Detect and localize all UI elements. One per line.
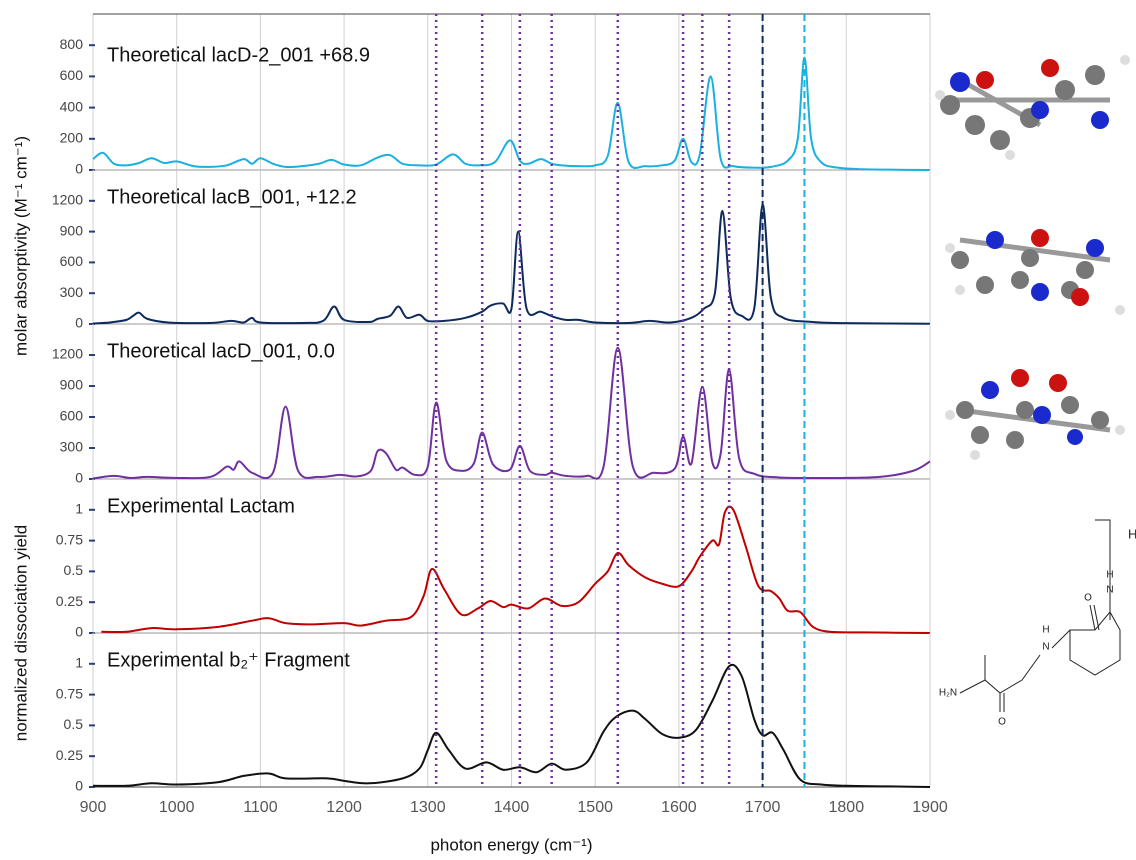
y-axis-title: molar absorptivity (M⁻¹ cm⁻¹) — [11, 136, 30, 356]
y-tick-label: 600 — [60, 253, 84, 269]
chem-label: N — [1106, 585, 1113, 596]
y-tick-label: 0.5 — [64, 562, 84, 578]
panel-title: Theoretical lacD-2_001 +68.9 — [107, 44, 370, 66]
chem-label: H₂N — [939, 688, 957, 699]
y-tick-label: 200 — [60, 130, 84, 146]
x-tick-label: 1300 — [410, 799, 446, 816]
panel-title: Theoretical lacB_001, +12.2 — [107, 186, 357, 208]
y-tick-label: 900 — [60, 222, 84, 238]
chem-label: N — [1042, 642, 1049, 653]
y-tick-label: 0 — [75, 624, 83, 640]
x-tick-label: 1400 — [494, 799, 530, 816]
y-tick-label: 300 — [60, 439, 84, 455]
y-tick-label: 600 — [60, 67, 84, 83]
y-tick-label: 0.75 — [56, 531, 83, 547]
chem-label: H⁺ — [1128, 526, 1136, 541]
y-tick-label: 1 — [75, 655, 83, 671]
chemical-structure — [960, 520, 1120, 712]
x-tick-label: 1500 — [577, 799, 613, 816]
y-tick-label: 300 — [60, 284, 84, 300]
panel-title: Theoretical lacD_001, 0.0 — [107, 340, 335, 362]
x-axis-title: photon energy (cm⁻¹) — [430, 835, 592, 854]
panel-title: Experimental Lactam — [107, 495, 295, 517]
chem-label: O — [1084, 593, 1092, 604]
x-tick-label: 1100 — [243, 799, 278, 816]
y-tick-label: 1200 — [52, 192, 83, 208]
x-tick-label: 1700 — [745, 799, 781, 816]
panel-title: Experimental b₂⁺ Fragment — [107, 649, 350, 671]
chart: molar absorptivity (M⁻¹ cm⁻¹) H₂NOHNOHNH… — [0, 0, 1136, 860]
x-tick-label: 1800 — [829, 799, 865, 816]
x-tick-label: 1900 — [912, 799, 948, 816]
y-tick-label: 900 — [60, 377, 84, 393]
chem-label: O — [998, 717, 1006, 728]
y-tick-label: 1200 — [52, 346, 83, 362]
y-tick-label: 0 — [75, 778, 83, 794]
x-tick-label: 900 — [80, 799, 107, 816]
chem-label: H — [1106, 570, 1113, 581]
y-tick-label: 1 — [75, 501, 83, 517]
spectrum-line — [101, 507, 930, 633]
y-tick-label: 0 — [75, 470, 83, 486]
y-tick-label: 600 — [60, 408, 84, 424]
y-tick-label: 0.75 — [56, 685, 83, 701]
y-tick-label: 0 — [75, 161, 83, 177]
molecule-1 — [935, 55, 1130, 160]
y-axis-title: normalized dissociation yield — [11, 525, 30, 741]
chem-label: H — [1042, 625, 1049, 636]
y-tick-label: 0.25 — [56, 593, 83, 609]
x-tick-label: 1200 — [326, 799, 362, 816]
y-tick-label: 0 — [75, 315, 83, 331]
y-tick-label: 0.5 — [64, 716, 84, 732]
x-tick-label: 1600 — [661, 799, 697, 816]
molecule-2 — [945, 229, 1125, 315]
molecule-3 — [945, 369, 1125, 460]
x-tick-label: 1000 — [159, 799, 195, 816]
y-tick-label: 400 — [60, 98, 84, 114]
y-tick-label: 800 — [60, 36, 84, 52]
y-tick-label: 0.25 — [56, 747, 83, 763]
